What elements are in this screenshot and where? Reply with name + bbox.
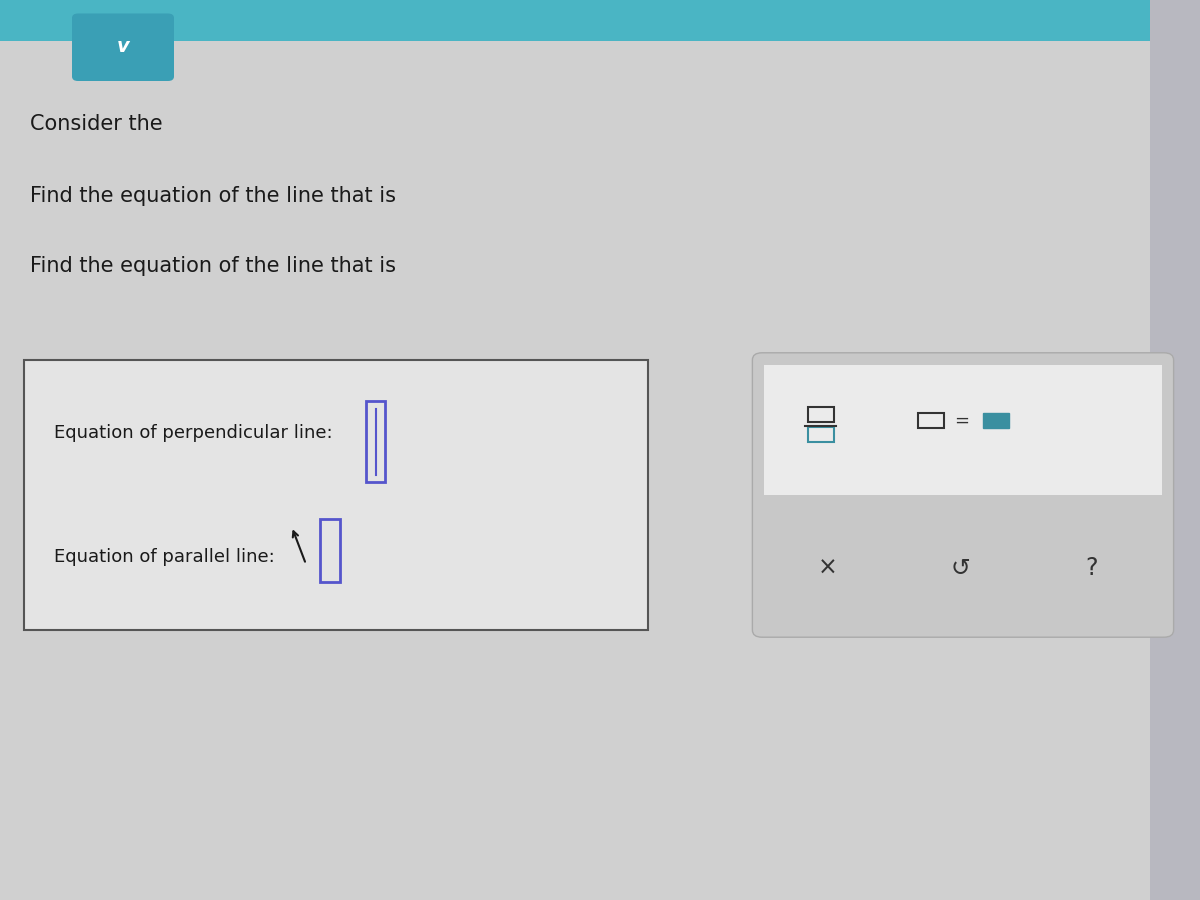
Text: Find the equation of the line that is: Find the equation of the line that is xyxy=(30,256,403,275)
Text: ?: ? xyxy=(1086,556,1098,580)
FancyBboxPatch shape xyxy=(752,353,1174,637)
Bar xyxy=(764,364,1162,495)
Bar xyxy=(366,401,385,482)
Text: Equation of perpendicular line:: Equation of perpendicular line: xyxy=(54,424,332,442)
Text: ↺: ↺ xyxy=(950,556,970,580)
Text: Find the equation of the line that is: Find the equation of the line that is xyxy=(30,186,403,206)
Bar xyxy=(24,360,648,630)
Bar xyxy=(808,428,834,442)
Text: =: = xyxy=(954,411,970,429)
Text: ×: × xyxy=(818,556,838,580)
Bar xyxy=(918,412,944,428)
Text: v: v xyxy=(116,37,130,57)
Bar xyxy=(0,0,1200,40)
Text: Consider the: Consider the xyxy=(30,114,169,134)
Text: Equation of parallel line:: Equation of parallel line: xyxy=(54,548,275,566)
Bar xyxy=(808,407,834,422)
Bar xyxy=(320,519,340,582)
FancyBboxPatch shape xyxy=(72,14,174,81)
Bar xyxy=(1150,0,1200,900)
Bar xyxy=(983,412,1009,428)
